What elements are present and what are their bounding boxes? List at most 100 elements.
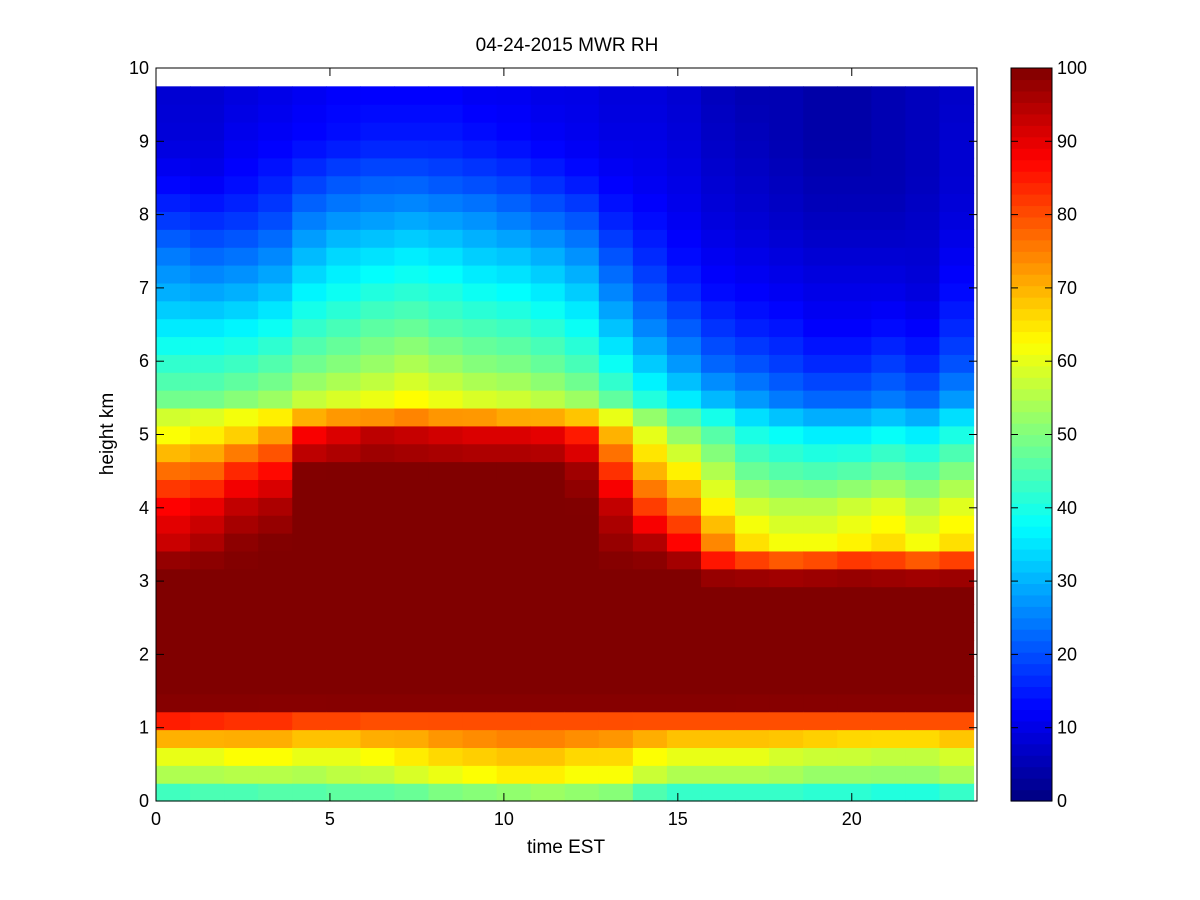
heatmap-cell (837, 247, 872, 266)
heatmap-cell (258, 122, 293, 141)
heatmap-cell (394, 86, 430, 105)
heatmap-cell (156, 86, 191, 105)
heatmap-cell (496, 86, 532, 105)
heatmap-cell (190, 640, 225, 659)
heatmap-cell (871, 586, 906, 606)
heatmap-cell (803, 675, 838, 695)
heatmap-cell (564, 604, 600, 623)
heatmap-cell (258, 658, 293, 677)
heatmap-cell (632, 425, 668, 445)
heatmap-cell (769, 86, 804, 105)
heatmap-cell (428, 300, 464, 320)
heatmap-cell (735, 604, 770, 623)
colorbar-tick-label: 30 (1057, 571, 1077, 591)
heatmap-cell (394, 622, 430, 641)
chart-title: 04-24-2015 MWR RH (476, 35, 659, 56)
heatmap-cell (326, 604, 361, 623)
heatmap-cell (360, 765, 396, 784)
heatmap-cell (496, 604, 532, 623)
colorbar-segment (1011, 159, 1052, 172)
heatmap-cell (258, 318, 293, 338)
heatmap-cell (530, 533, 566, 552)
heatmap-cell (701, 86, 736, 105)
heatmap-cell (394, 461, 430, 480)
heatmap-cell (394, 122, 430, 141)
heatmap-cell (462, 640, 498, 659)
heatmap-cell (292, 693, 327, 713)
colorbar-segment (1011, 342, 1052, 355)
heatmap-cell (190, 407, 225, 427)
heatmap-cell (258, 479, 293, 498)
heatmap-cell (496, 658, 532, 677)
heatmap-cell (803, 390, 838, 409)
heatmap-cell (632, 175, 668, 195)
heatmap-cell (564, 264, 600, 284)
heatmap-cell (905, 693, 941, 713)
heatmap-cell (598, 675, 634, 695)
heatmap-cell (462, 139, 498, 159)
heatmap-cell (632, 622, 668, 641)
heatmap-cell (394, 425, 430, 445)
heatmap-cell (428, 425, 464, 445)
heatmap-cell (598, 229, 634, 248)
heatmap-cell (496, 139, 532, 159)
heatmap-cell (871, 711, 906, 731)
heatmap-cell (939, 139, 975, 159)
heatmap-cell (871, 533, 906, 552)
colorbar-segment (1011, 251, 1052, 264)
heatmap-cell (360, 533, 396, 552)
heatmap-cell (462, 622, 498, 641)
heatmap-cell (224, 729, 259, 748)
heatmap-cell (598, 157, 634, 177)
heatmap-cell (496, 711, 532, 731)
heatmap-cell (666, 783, 702, 802)
heatmap-cell (871, 157, 906, 177)
heatmap-cell (394, 282, 430, 302)
heatmap-cell (190, 533, 225, 552)
heatmap-cell (735, 300, 770, 320)
heatmap-cell (292, 407, 327, 427)
heatmap-cell (292, 157, 327, 177)
heatmap-cell (769, 693, 804, 713)
heatmap-cell (224, 425, 259, 445)
y-tick-label: 9 (139, 131, 149, 151)
heatmap-cell (156, 604, 191, 623)
heatmap-cell (905, 336, 941, 355)
y-axis: 0 1 2 3 4 5 6 7 8 9 10 (129, 58, 977, 811)
colorbar-segment (1011, 549, 1052, 562)
heatmap-cell (905, 300, 941, 320)
heatmap-cell (735, 711, 770, 731)
heatmap-cell (666, 604, 702, 623)
heatmap-cell (156, 550, 191, 570)
heatmap-cell (803, 282, 838, 302)
heatmap-cell (326, 318, 361, 338)
heatmap-cell (939, 658, 975, 677)
heatmap-cell (905, 443, 941, 463)
colorbar-segment (1011, 90, 1052, 103)
heatmap-cell (428, 264, 464, 284)
heatmap-cell (292, 550, 327, 570)
heatmap-cell (701, 443, 736, 463)
heatmap-cell (769, 479, 804, 498)
heatmap-cell (394, 550, 430, 570)
heatmap-cell (360, 300, 396, 320)
heatmap-cell (701, 193, 736, 212)
heatmap-cell (632, 783, 668, 802)
heatmap-cell (394, 658, 430, 677)
heatmap-cell (530, 372, 566, 391)
colorbar-segment (1011, 239, 1052, 252)
heatmap-cell (360, 586, 396, 606)
colorbar-segment (1011, 663, 1052, 676)
heatmap-cell (632, 193, 668, 212)
heatmap-cell (530, 282, 566, 302)
heatmap-cell (769, 372, 804, 391)
heatmap-cell (360, 318, 396, 338)
heatmap-cell (769, 783, 804, 802)
heatmap-cell (632, 765, 668, 784)
heatmap-cell (905, 729, 941, 748)
heatmap-cell (428, 533, 464, 552)
heatmap-cell (735, 783, 770, 802)
heatmap-cell (735, 193, 770, 212)
heatmap-cell (462, 729, 498, 748)
heatmap-cell (292, 675, 327, 695)
